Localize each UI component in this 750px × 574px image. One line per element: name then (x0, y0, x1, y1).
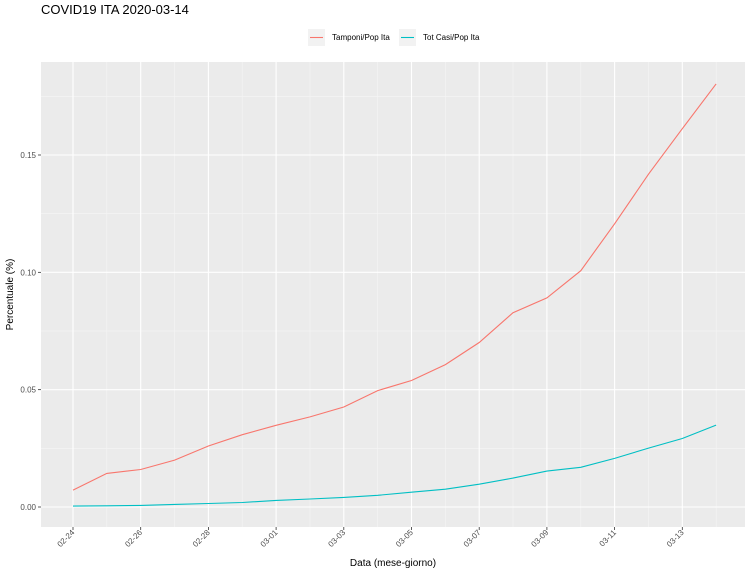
grid-major (41, 62, 745, 527)
x-tick-label: 03-07 (462, 528, 483, 549)
x-tick-label: 02-28 (191, 528, 212, 549)
x-tick-label: 02-26 (123, 528, 144, 549)
plot-panel (41, 62, 745, 527)
series-line-tamponi-pop-ita (72, 83, 717, 491)
x-tick-label: 03-09 (529, 528, 550, 549)
grid-minor (41, 62, 745, 527)
x-tick-label: 03-03 (326, 528, 347, 549)
legend-label: Tot Casi/Pop Ita (423, 33, 480, 42)
x-tick-label: 03-11 (598, 528, 619, 549)
y-tick-label: 0.05 (20, 386, 36, 395)
x-tick-label: 02-24 (56, 528, 77, 549)
y-tick-label: 0.00 (20, 503, 36, 512)
x-axis: 02-24 02-26 02-28 03-01 03-03 03-05 03-07 03-09… (56, 527, 686, 549)
y-tick-label: 0.10 (20, 268, 36, 277)
y-tick-label: 0.15 (20, 151, 36, 160)
series-line-tot-casi-pop-ita (72, 424, 717, 507)
x-tick-label: 03-01 (259, 528, 280, 549)
series-lines (72, 83, 717, 507)
x-axis-title: Data (mese-giorno) (350, 558, 436, 569)
x-tick-label: 03-05 (394, 528, 415, 549)
x-tick-label: 03-13 (665, 528, 686, 549)
y-axis: 0.00 0.05 0.10 0.15 (20, 151, 41, 512)
y-axis-title: Percentuale (%) (5, 259, 16, 331)
legend: Tamponi/Pop Ita Tot Casi/Pop Ita (308, 29, 480, 46)
legend-label: Tamponi/Pop Ita (332, 33, 390, 42)
chart-title: COVID19 ITA 2020-03-14 (41, 2, 189, 17)
